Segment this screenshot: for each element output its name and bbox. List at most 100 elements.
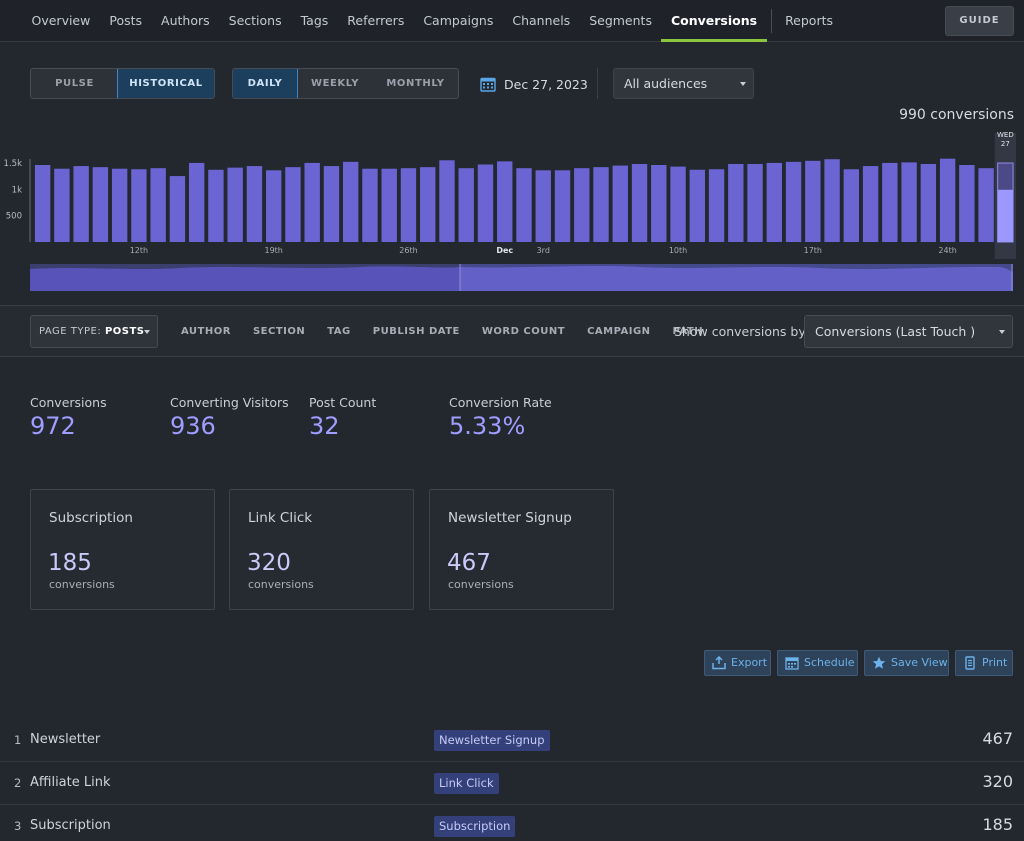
chart-bar[interactable] [169, 176, 186, 242]
period-monthly-button[interactable]: MONTHLY [386, 78, 445, 89]
chart-bar[interactable] [73, 166, 89, 242]
highlight-day-label: WED [997, 131, 1014, 139]
table-row[interactable]: 1 Newsletter Newsletter Signup 467 [0, 720, 1024, 762]
period-daily-button[interactable]: DAILY [233, 69, 298, 98]
chart-bar[interactable] [651, 165, 667, 242]
chart-bar[interactable] [54, 168, 70, 242]
chart-bar[interactable] [477, 164, 494, 242]
date-picker[interactable]: Dec 27, 2023 [480, 70, 588, 98]
chart-bar[interactable] [939, 158, 956, 242]
show-by-select[interactable]: Conversions (Last Touch ) [804, 315, 1013, 348]
chart-bar[interactable] [920, 163, 937, 242]
card-subscription[interactable]: Subscription 185 conversions [30, 489, 215, 610]
chart-bar[interactable] [343, 161, 359, 242]
filter-tab-campaign[interactable]: CAMPAIGN [587, 326, 651, 337]
row-name[interactable]: Newsletter [30, 732, 101, 747]
nav-posts[interactable]: Posts [109, 13, 143, 28]
chart-bar[interactable] [381, 168, 397, 242]
chart-bar[interactable] [997, 189, 1014, 242]
nav-segments[interactable]: Segments [589, 13, 652, 28]
chart-bar[interactable] [323, 166, 340, 242]
row-name[interactable]: Subscription [30, 818, 111, 833]
nav-overview[interactable]: Overview [31, 13, 91, 28]
filter-tab-section[interactable]: SECTION [252, 326, 306, 337]
chart-bar[interactable] [670, 166, 686, 242]
chart-bar[interactable] [439, 160, 455, 242]
chart-bar[interactable] [862, 166, 879, 242]
period-weekly-button[interactable]: WEEKLY [310, 78, 360, 89]
chart-bar[interactable] [631, 163, 648, 242]
chart-bar[interactable] [901, 162, 917, 242]
chart-bar[interactable] [766, 162, 783, 242]
nav-channels[interactable]: Channels [512, 13, 571, 28]
nav-authors[interactable]: Authors [161, 13, 210, 28]
save-view-button[interactable]: Save View [864, 650, 949, 676]
chevron-down-icon [144, 330, 150, 334]
card-value: 467 [447, 550, 491, 576]
nav-tags[interactable]: Tags [300, 13, 329, 28]
chart-bar[interactable] [362, 168, 378, 242]
chart-bar[interactable] [400, 168, 417, 242]
chart-bar[interactable] [227, 167, 243, 242]
nav-campaigns[interactable]: Campaigns [423, 13, 494, 28]
chart-bar[interactable] [497, 161, 513, 242]
timeline-scrubber[interactable] [30, 264, 1013, 291]
chart-bar[interactable] [785, 161, 802, 242]
chart-bar[interactable] [265, 170, 282, 242]
chart-bar[interactable] [593, 167, 609, 242]
export-button[interactable]: Export [704, 650, 771, 676]
nav-sections[interactable]: Sections [228, 13, 282, 28]
chart-bar[interactable] [574, 168, 590, 242]
nav-conversions[interactable]: Conversions [661, 0, 767, 42]
card-link-click[interactable]: Link Click 320 conversions [229, 489, 414, 610]
chart-bar[interactable] [882, 162, 898, 242]
nav-referrers[interactable]: Referrers [347, 13, 405, 28]
guide-button[interactable]: GUIDE [945, 6, 1014, 36]
table-row[interactable]: 2 Affiliate Link Link Click 320 [0, 763, 1024, 805]
chart-bar[interactable] [150, 168, 166, 242]
chart-bar[interactable] [131, 169, 147, 242]
filter-tab-tag[interactable]: TAG [327, 326, 351, 337]
chart-bar[interactable] [208, 169, 224, 242]
chart-bar[interactable] [516, 168, 532, 242]
page-type-select[interactable]: PAGE TYPE: POSTS [30, 315, 158, 348]
chart-bar[interactable] [34, 165, 51, 242]
calendar-icon [480, 77, 496, 92]
x-tick-label: 17th [804, 246, 822, 255]
chart-bar[interactable] [824, 159, 840, 242]
chart-bar[interactable] [978, 168, 994, 242]
chart-bar[interactable] [246, 166, 263, 242]
mode-historical-button[interactable]: HISTORICAL [117, 69, 214, 98]
chart-bar[interactable] [111, 168, 128, 242]
schedule-button[interactable]: Schedule [777, 650, 858, 676]
chart-bar[interactable] [458, 168, 474, 242]
chart-bar[interactable] [959, 165, 975, 242]
chart-bar[interactable] [747, 163, 763, 242]
chart-bar[interactable] [728, 163, 744, 242]
chart-bar[interactable] [612, 165, 628, 242]
table-row[interactable]: 3 Subscription Subscription 185 [0, 806, 1024, 841]
row-name[interactable]: Affiliate Link [30, 775, 111, 790]
filter-tab-publish-date[interactable]: PUBLISH DATE [372, 326, 460, 337]
chart-bar[interactable] [843, 169, 860, 242]
card-newsletter-signup[interactable]: Newsletter Signup 467 conversions [429, 489, 614, 610]
filter-tab-word-count[interactable]: WORD COUNT [481, 326, 566, 337]
filter-tab-path[interactable]: PATH [672, 326, 704, 337]
chart-bar[interactable] [420, 167, 436, 242]
chart-bar[interactable] [805, 160, 821, 242]
chart-bar[interactable] [304, 162, 320, 242]
metric-value: 5.33% [449, 412, 526, 440]
chart-bar[interactable] [188, 162, 205, 242]
x-tick-label: Dec [496, 246, 513, 255]
chart-bar[interactable] [285, 167, 301, 242]
chart-bar[interactable] [535, 170, 551, 242]
chart-bar[interactable] [708, 169, 725, 242]
chart-bar[interactable] [689, 169, 705, 242]
audience-select[interactable]: All audiences [613, 68, 754, 99]
filter-tab-author[interactable]: AUTHOR [181, 326, 231, 337]
mode-pulse-button[interactable]: PULSE [55, 78, 94, 89]
nav-reports[interactable]: Reports [785, 13, 834, 28]
print-button[interactable]: Print [955, 650, 1013, 676]
chart-bar[interactable] [554, 170, 571, 242]
chart-bar[interactable] [92, 167, 109, 242]
